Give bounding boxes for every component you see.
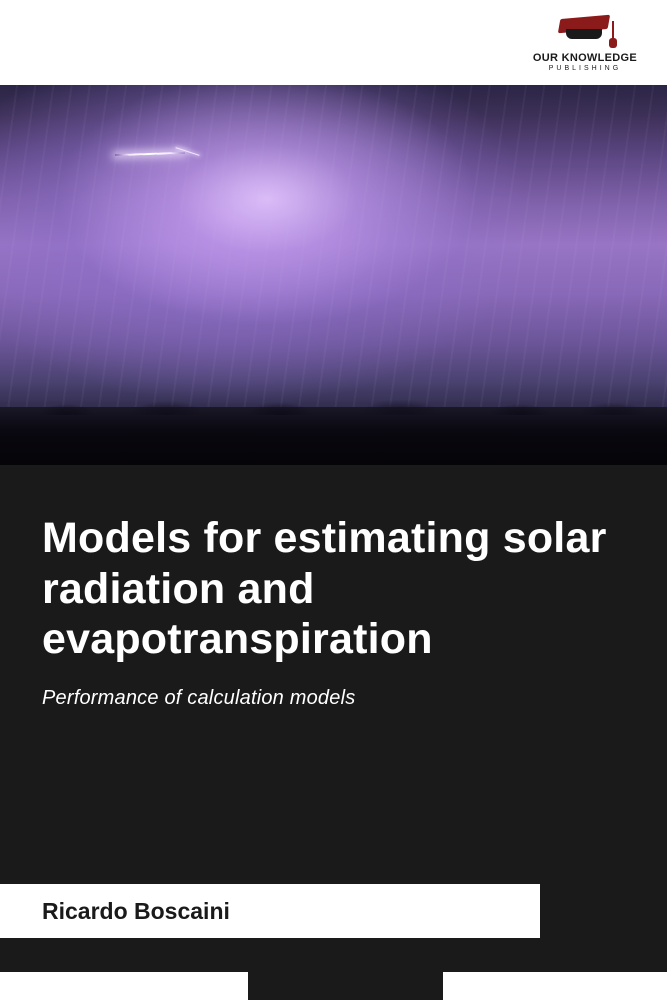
author-name: Ricardo Boscaini: [42, 898, 230, 925]
author-bar: Ricardo Boscaini: [0, 884, 540, 938]
top-section: OUR KNOWLEDGE PUBLISHING: [0, 0, 667, 465]
cover-photo: [0, 85, 667, 465]
storm-sky: [0, 85, 667, 465]
publisher-name: OUR KNOWLEDGE: [533, 52, 637, 64]
book-cover: OUR KNOWLEDGE PUBLISHING Models for esti…: [0, 0, 667, 1000]
book-title: Models for estimating solar radiation an…: [42, 513, 625, 665]
rain-texture: [0, 85, 667, 408]
publisher-logo: OUR KNOWLEDGE PUBLISHING: [533, 15, 637, 72]
publisher-tagline: PUBLISHING: [533, 65, 637, 72]
graduation-cap-icon: [557, 15, 612, 50]
book-subtitle: Performance of calculation models: [42, 687, 625, 710]
bottom-section: Models for estimating solar radiation an…: [0, 465, 667, 1000]
publisher-text: OUR KNOWLEDGE PUBLISHING: [533, 52, 637, 72]
landscape-silhouette: [0, 407, 667, 465]
bottom-decorative-strip: [0, 972, 667, 1000]
